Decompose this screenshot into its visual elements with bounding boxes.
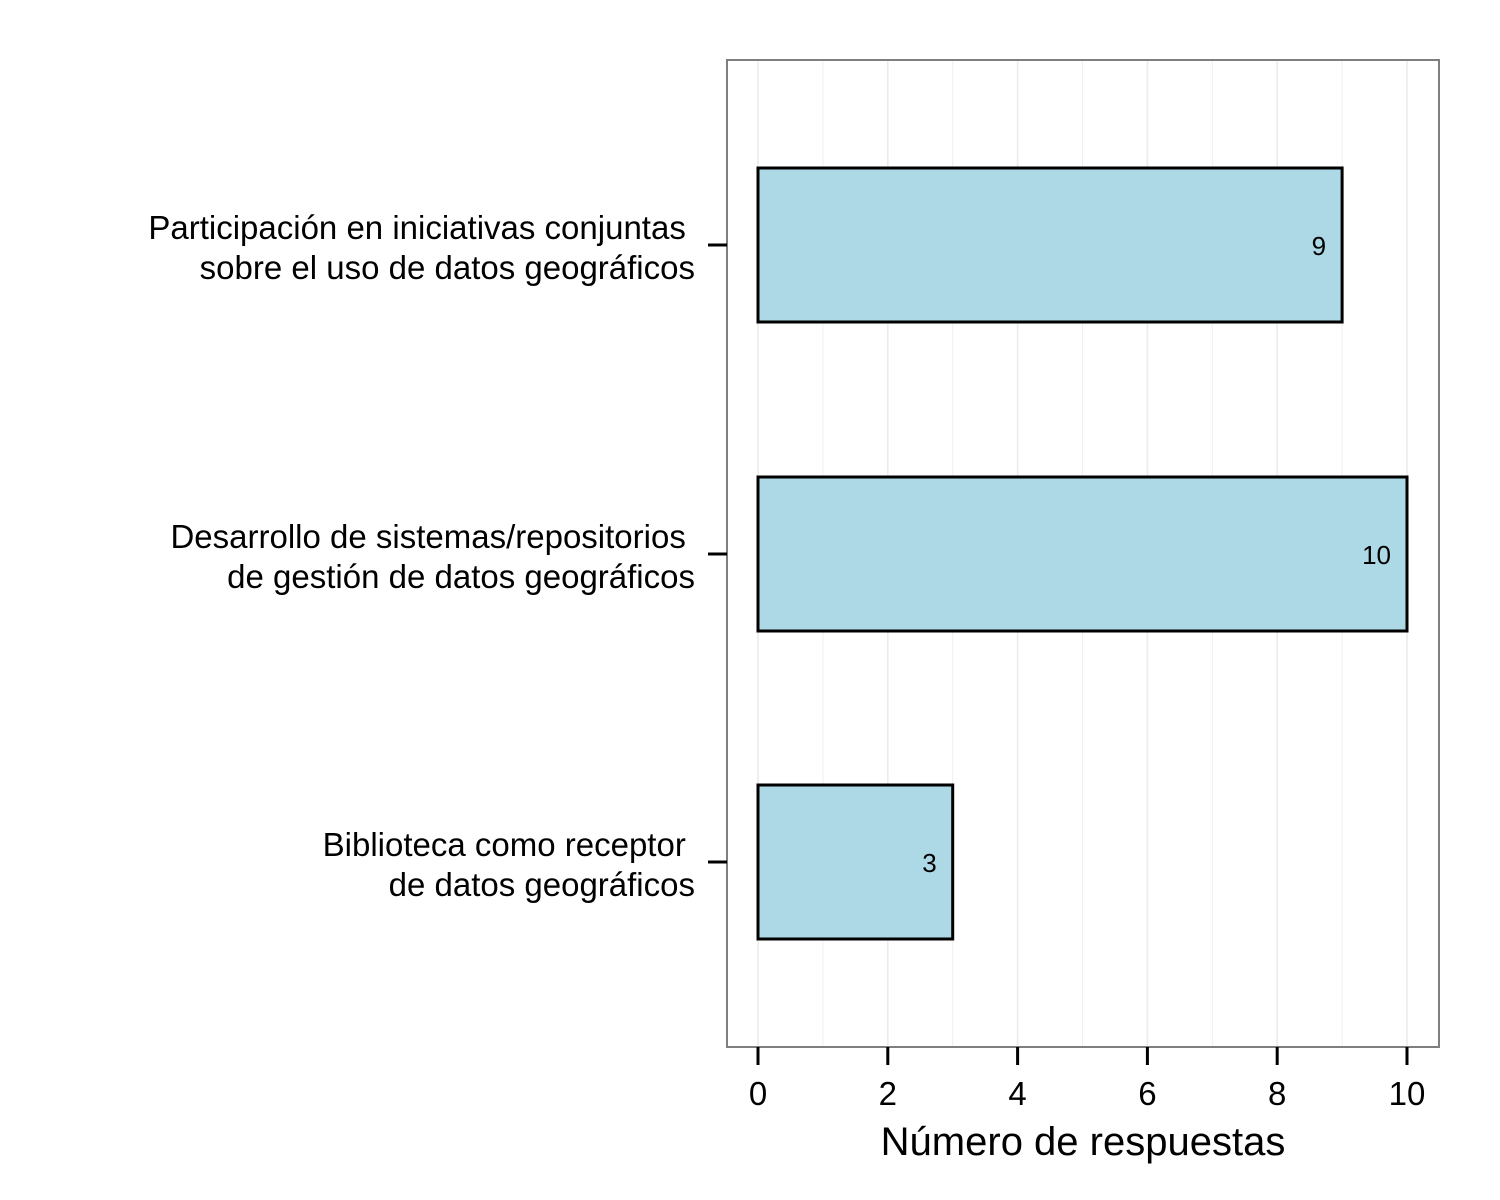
category-label-line: de gestión de datos geográficos (227, 558, 695, 595)
x-axis: 0 2 4 6 8 10 (749, 1047, 1426, 1112)
x-tick-label: 0 (749, 1075, 767, 1112)
category-label-line: de datos geográficos (389, 866, 695, 903)
bars: 9 10 3 (756, 166, 1409, 941)
x-tick-label: 2 (879, 1075, 897, 1112)
category-label-line: Participación en iniciativas conjuntas (148, 209, 695, 246)
y-axis: Participación en iniciativas conjuntas s… (148, 209, 727, 903)
category-label-line: Biblioteca como receptor (323, 826, 695, 863)
bar (756, 166, 1344, 324)
x-tick-label: 6 (1138, 1075, 1156, 1112)
x-tick-label: 8 (1268, 1075, 1286, 1112)
bar (756, 475, 1409, 633)
x-tick-label: 10 (1389, 1075, 1426, 1112)
category-label-line: sobre el uso de datos geográficos (200, 249, 695, 286)
category-label-line: Desarrollo de sistemas/repositorios (170, 518, 695, 555)
category-label: Participación en iniciativas conjuntas s… (148, 209, 695, 286)
x-tick-label: 4 (1008, 1075, 1026, 1112)
category-label: Desarrollo de sistemas/repositorios de g… (170, 518, 695, 595)
bar-value-label: 10 (1362, 540, 1391, 570)
bar (756, 783, 955, 941)
category-label: Biblioteca como receptor de datos geográ… (323, 826, 695, 903)
bar-value-label: 3 (922, 848, 936, 878)
bar-value-label: 9 (1312, 231, 1326, 261)
x-axis-label: Número de respuestas (881, 1120, 1286, 1164)
